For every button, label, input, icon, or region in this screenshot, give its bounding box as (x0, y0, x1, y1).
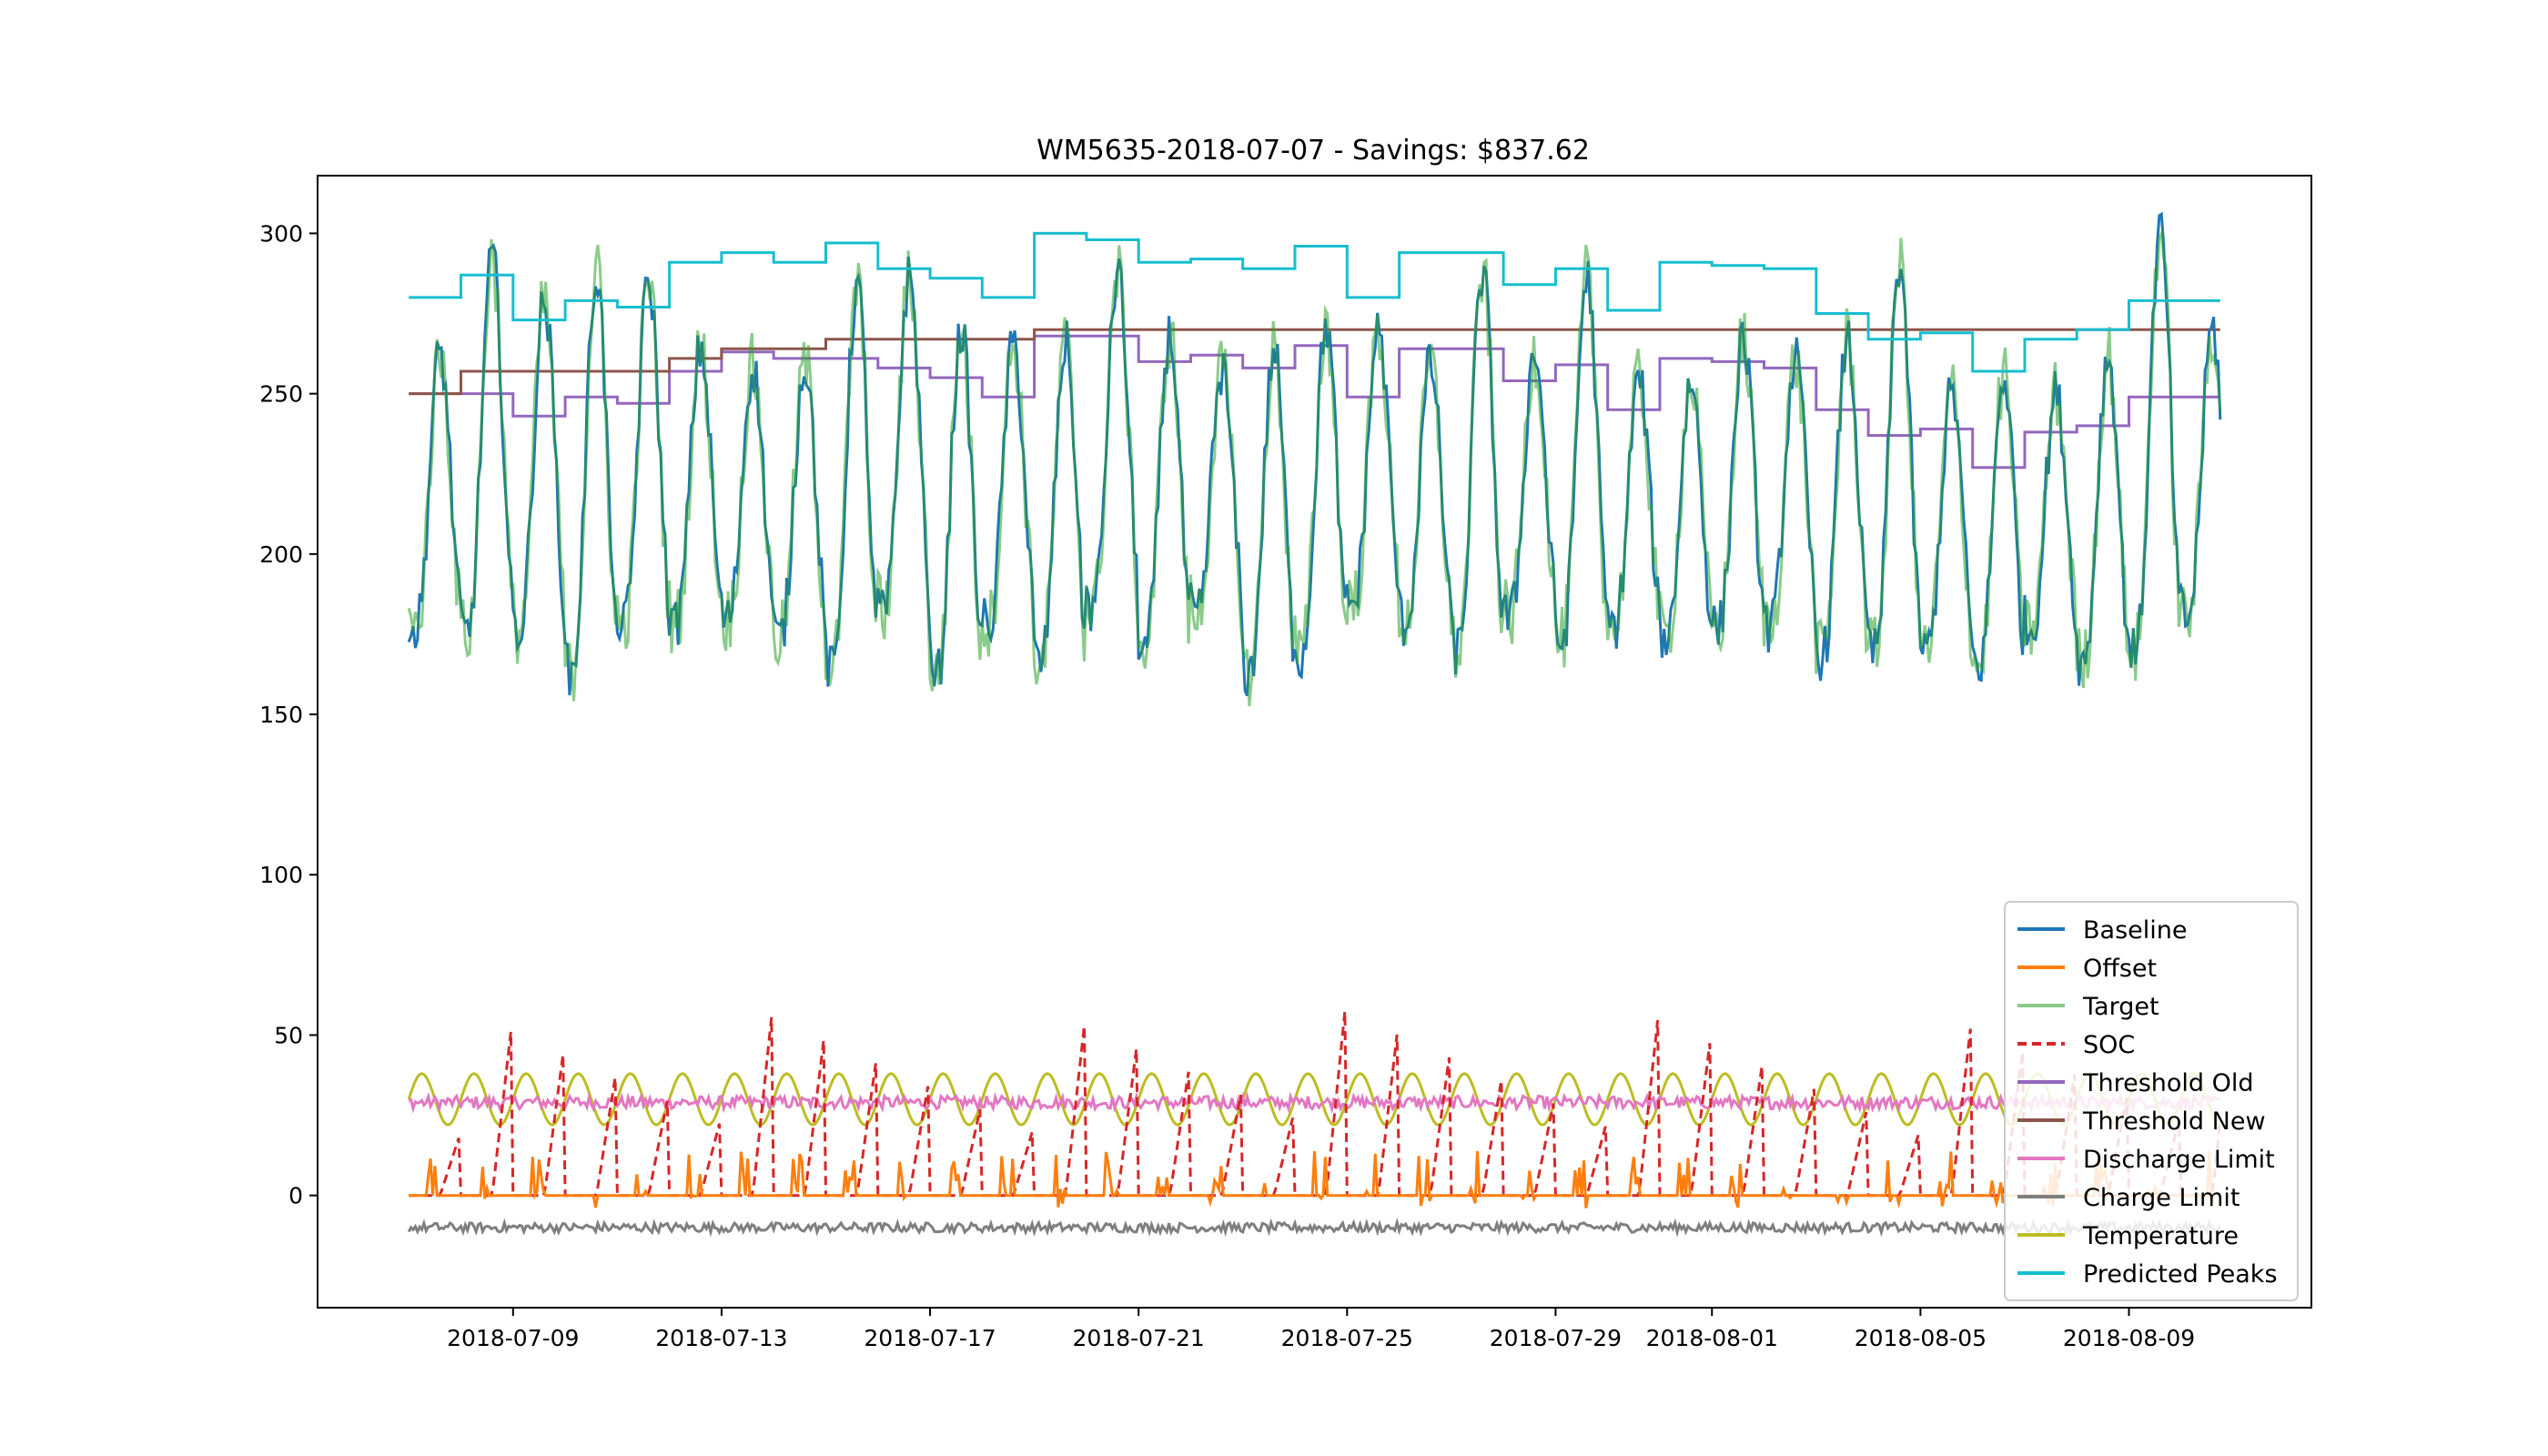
legend: Baseline Offset Target SOC Threshold Old Thre… (2004, 901, 2299, 1301)
y-tick-label: 150 (259, 702, 303, 728)
x-tick-label: 2018-07-09 (447, 1325, 579, 1351)
series-line-offset (409, 1150, 2220, 1208)
series-line-threshold-new (409, 328, 2220, 396)
x-tick-label: 2018-07-21 (1073, 1325, 1205, 1351)
legend-label: Discharge Limit (2083, 1146, 2275, 1174)
x-tick-label: 2018-08-05 (1855, 1325, 1987, 1351)
y-tick-label: 200 (259, 541, 303, 568)
legend-label: Baseline (2083, 916, 2187, 945)
legend-label: Threshold New (2082, 1107, 2266, 1136)
legend-label: Temperature (2082, 1222, 2239, 1250)
series-line-target (407, 228, 2222, 707)
y-tick-label: 50 (274, 1022, 303, 1048)
legend-label: Charge Limit (2083, 1184, 2240, 1212)
axes-layer: 0 50 100 150 200 250 300 2018-07-09 2018-07-13 20… (259, 175, 2312, 1351)
x-tick-label: 2018-07-29 (1490, 1325, 1622, 1351)
legend-box (2004, 901, 2299, 1301)
legend-label: Offset (2083, 955, 2157, 983)
series-line-predicted-peaks (409, 231, 2220, 373)
y-tick-label: 100 (259, 862, 303, 888)
series-line-soc (409, 1011, 2222, 1198)
legend-label: Target (2082, 993, 2159, 1021)
chart-title: WM5635-2018-07-07 - Savings: $837.62 (1036, 135, 1590, 167)
series-line-charge-limit (407, 1217, 2222, 1238)
legend-label: Predicted Peaks (2083, 1260, 2278, 1289)
x-tick-label: 2018-08-01 (1646, 1325, 1778, 1351)
y-tick-label: 0 (288, 1183, 303, 1209)
legend-label: Threshold Old (2082, 1069, 2254, 1097)
series-layer (407, 211, 2222, 1238)
y-tick-label: 250 (259, 381, 303, 408)
x-tick-label: 2018-07-17 (864, 1325, 996, 1351)
y-tick-label: 300 (259, 220, 303, 247)
plot-frame (317, 175, 2312, 1309)
x-tick-label: 2018-07-25 (1281, 1325, 1413, 1351)
legend-label: SOC (2083, 1031, 2135, 1059)
x-tick-label: 2018-08-09 (2063, 1325, 2195, 1351)
series-line-discharge-limit (408, 1091, 2220, 1115)
x-tick-label: 2018-07-13 (655, 1325, 787, 1351)
